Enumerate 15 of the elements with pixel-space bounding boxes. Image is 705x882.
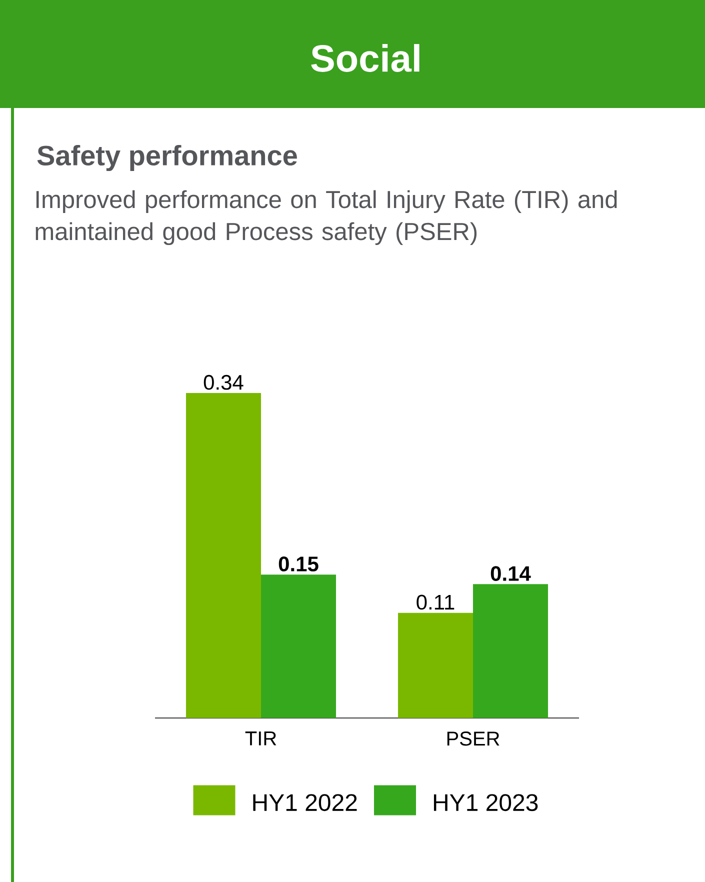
legend-label: HY1 2022 bbox=[253, 794, 357, 812]
x-tick-label: PSER bbox=[447, 732, 500, 746]
data-label: 0.14 bbox=[490, 566, 531, 581]
bar bbox=[398, 612, 474, 718]
text: Improved performance on Total Injury Rate (TIR) and maintained good Process safety (PSER) bbox=[36, 190, 617, 246]
chart-subtitle: Safety performance bbox=[37, 144, 297, 172]
bar bbox=[186, 393, 261, 718]
data-label: 0.34 bbox=[204, 374, 244, 390]
bar bbox=[473, 584, 548, 718]
bar bbox=[261, 574, 336, 718]
data-label: 0.11 bbox=[416, 594, 454, 610]
x-tick-label: TIR bbox=[245, 732, 276, 746]
chart-title: Social bbox=[311, 44, 420, 72]
legend-label: HY1 2023 bbox=[434, 794, 538, 812]
data-label: 0.15 bbox=[278, 556, 318, 572]
